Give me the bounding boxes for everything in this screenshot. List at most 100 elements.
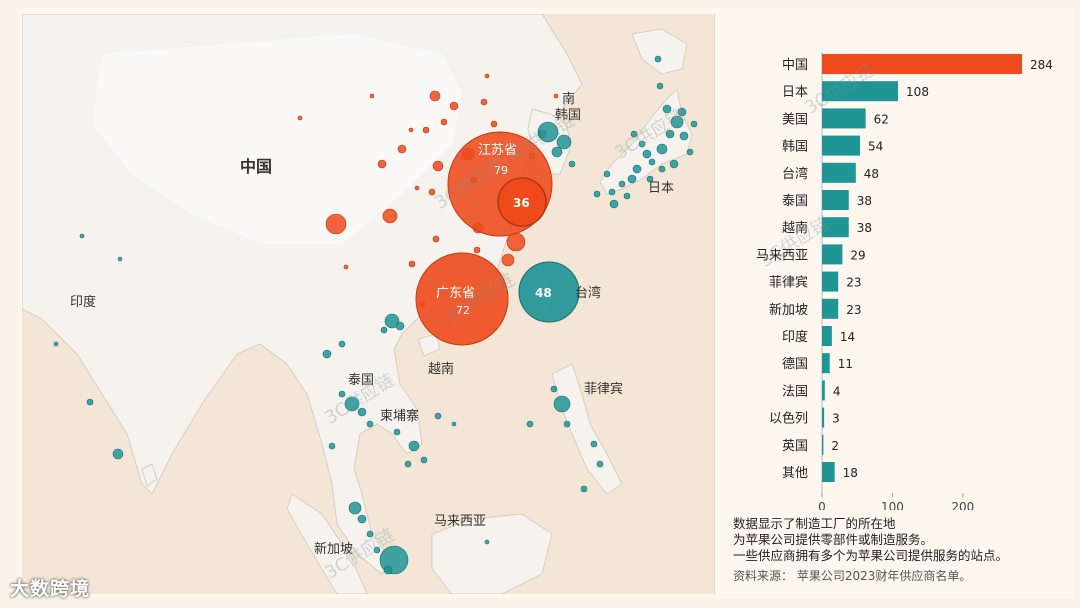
supplier-site-dot[interactable]	[338, 340, 346, 348]
supplier-site-dot[interactable]	[384, 313, 400, 329]
supplier-site-dot[interactable]	[328, 442, 336, 450]
supplier-site-dot[interactable]	[537, 129, 547, 139]
supplier-site-dot[interactable]	[568, 160, 576, 168]
bar-马来西亚[interactable]	[822, 244, 843, 265]
supplier-site-dot[interactable]	[366, 420, 374, 428]
supplier-site-dot[interactable]	[422, 126, 430, 134]
supplier-site-dot[interactable]	[393, 428, 401, 436]
supplier-site-dot[interactable]	[642, 149, 652, 159]
supplier-site-dot[interactable]	[451, 421, 457, 427]
supplier-site-dot[interactable]	[593, 190, 601, 198]
supplier-site-dot[interactable]	[338, 390, 346, 398]
supplier-site-dot[interactable]	[638, 140, 646, 148]
supplier-site-dot[interactable]	[590, 440, 598, 448]
bar-法国[interactable]	[822, 380, 825, 401]
supplier-site-dot[interactable]	[501, 253, 515, 267]
supplier-site-dot[interactable]	[434, 412, 442, 420]
supplier-site-dot[interactable]	[408, 440, 420, 452]
supplier-site-dot[interactable]	[484, 73, 490, 79]
bar-韩国[interactable]	[822, 135, 861, 156]
supplier-site-dot[interactable]	[550, 385, 558, 393]
supplier-site-dot[interactable]	[665, 129, 675, 139]
supplier-site-dot[interactable]	[654, 55, 662, 63]
supplier-site-dot[interactable]	[618, 180, 626, 188]
supplier-site-dot[interactable]	[556, 134, 572, 150]
supplier-site-dot[interactable]	[553, 93, 559, 99]
supplier-site-dot[interactable]	[670, 115, 684, 129]
supplier-site-dot[interactable]	[420, 456, 428, 464]
supplier-site-dot[interactable]	[373, 546, 381, 554]
supplier-site-dot[interactable]	[429, 90, 441, 102]
supplier-site-dot[interactable]	[322, 349, 332, 359]
supplier-site-dot[interactable]	[382, 208, 398, 224]
supplier-site-dot[interactable]	[473, 246, 481, 254]
supplier-site-dot[interactable]	[679, 131, 689, 141]
supplier-site-dot[interactable]	[366, 530, 374, 538]
supplier-site-dot[interactable]	[563, 420, 571, 428]
supplier-site-dot[interactable]	[490, 120, 498, 128]
bar-菲律宾[interactable]	[822, 271, 839, 292]
supplier-site-dot[interactable]	[669, 159, 679, 169]
supplier-site-dot[interactable]	[397, 144, 407, 154]
bar-中国[interactable]	[822, 54, 1022, 74]
bar-印度[interactable]	[822, 326, 832, 346]
supplier-site-dot[interactable]	[656, 143, 668, 155]
supplier-site-dot[interactable]	[690, 120, 698, 128]
supplier-site-dot[interactable]	[658, 165, 666, 173]
supplier-site-dot[interactable]	[551, 146, 563, 158]
supplier-site-dot[interactable]	[553, 395, 571, 413]
supplier-site-dot[interactable]	[377, 159, 387, 169]
supplier-site-dot[interactable]	[632, 164, 642, 174]
supplier-site-dot[interactable]	[623, 192, 631, 200]
supplier-site-dot[interactable]	[112, 448, 124, 460]
supplier-site-dot[interactable]	[325, 213, 347, 235]
supplier-site-dot[interactable]	[608, 188, 616, 196]
bubble-36[interactable]	[497, 177, 547, 227]
supplier-site-dot[interactable]	[428, 188, 436, 196]
supplier-site-dot[interactable]	[506, 232, 526, 252]
supplier-site-dot[interactable]	[297, 115, 303, 121]
bar-美国[interactable]	[822, 108, 866, 129]
bar-德国[interactable]	[822, 353, 830, 374]
supplier-site-dot[interactable]	[449, 101, 459, 111]
supplier-site-dot[interactable]	[596, 460, 604, 468]
supplier-site-dot[interactable]	[646, 175, 654, 183]
supplier-site-dot[interactable]	[408, 127, 414, 133]
bar-其他[interactable]	[822, 462, 835, 482]
supplier-site-dot[interactable]	[395, 321, 405, 331]
bar-新加坡[interactable]	[822, 298, 839, 319]
supplier-site-dot[interactable]	[344, 396, 360, 412]
taiwan-bubble[interactable]	[518, 261, 580, 323]
supplier-site-dot[interactable]	[603, 170, 611, 178]
bar-日本[interactable]	[822, 81, 899, 102]
supplier-site-dot[interactable]	[343, 264, 349, 270]
supplier-site-dot[interactable]	[648, 158, 656, 166]
supplier-site-dot[interactable]	[526, 420, 534, 428]
supplier-site-dot[interactable]	[432, 160, 444, 172]
supplier-site-dot[interactable]	[440, 118, 448, 126]
supplier-site-dot[interactable]	[357, 514, 367, 524]
supplier-site-dot[interactable]	[86, 398, 94, 406]
supplier-site-dot[interactable]	[404, 460, 412, 468]
supplier-site-dot[interactable]	[369, 93, 375, 99]
supplier-site-dot[interactable]	[380, 326, 388, 334]
supplier-site-dot[interactable]	[117, 256, 123, 262]
supplier-site-dot[interactable]	[662, 104, 672, 114]
bar-英国[interactable]	[822, 434, 824, 455]
supplier-site-dot[interactable]	[480, 98, 488, 106]
supplier-site-dot[interactable]	[677, 107, 687, 117]
supplier-site-dot[interactable]	[357, 407, 367, 417]
supplier-site-dot[interactable]	[79, 233, 85, 239]
supplier-site-dot[interactable]	[348, 501, 362, 515]
supplier-site-dot[interactable]	[408, 260, 416, 268]
supplier-site-dot[interactable]	[627, 174, 637, 184]
supplier-site-dot[interactable]	[656, 82, 664, 90]
bar-泰国[interactable]	[822, 190, 849, 210]
bar-以色列[interactable]	[822, 407, 825, 428]
bar-越南[interactable]	[822, 217, 849, 238]
supplier-site-dot[interactable]	[630, 130, 638, 138]
supplier-site-dot[interactable]	[609, 199, 619, 209]
supplier-site-dot[interactable]	[580, 485, 588, 493]
guangdong-bubble[interactable]	[415, 252, 509, 346]
supplier-site-dot[interactable]	[686, 148, 694, 156]
